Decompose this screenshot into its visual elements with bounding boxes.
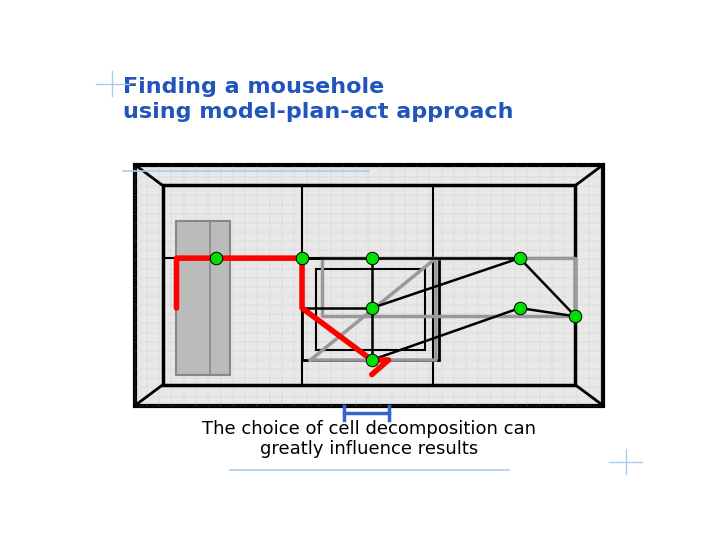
Text: Finding a mousehole
using model-plan-act approach: Finding a mousehole using model-plan-act… (124, 77, 514, 122)
Text: The choice of cell decomposition can
greatly influence results: The choice of cell decomposition can gre… (202, 420, 536, 458)
Bar (135, 165, 603, 406)
Bar (176, 221, 230, 375)
Bar (163, 185, 575, 385)
Bar (316, 268, 425, 349)
Bar (302, 258, 438, 360)
